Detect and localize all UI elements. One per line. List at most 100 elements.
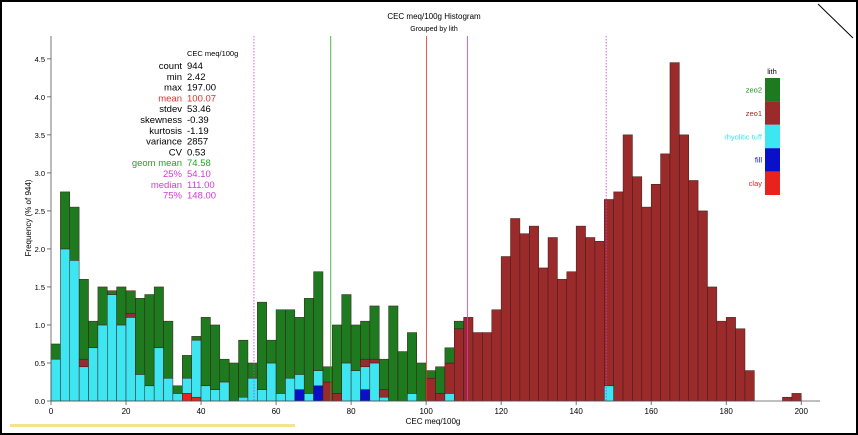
bar-zeo2-36 xyxy=(388,305,399,402)
x-tick-label-40: 40 xyxy=(197,407,206,416)
stat-value-stdev: 53.46 xyxy=(187,104,211,115)
stat-value-variance: 2857 xyxy=(187,137,208,148)
bar-zeo1-46 xyxy=(482,332,493,402)
stat-value-min: 2.42 xyxy=(187,72,206,83)
bar-rhyolitic-tuff-24 xyxy=(275,393,286,402)
x-tick-label-100: 100 xyxy=(419,407,433,416)
legend-label-fill: fill xyxy=(755,156,762,165)
bar-zeo2-5 xyxy=(97,286,108,326)
x-tick-label-80: 80 xyxy=(347,407,356,416)
bar-zeo2-15 xyxy=(191,336,202,341)
legend-label-zeo2: zeo2 xyxy=(746,86,762,95)
stat-label-variance: variance xyxy=(146,137,182,148)
x-tick-label-0: 0 xyxy=(49,407,54,416)
bar-zeo1-52 xyxy=(538,267,549,402)
y-tick-label-4.5: 4.5 xyxy=(35,55,45,64)
bar-fill-28 xyxy=(313,385,324,402)
bar-rhyolitic-tuff-33 xyxy=(360,366,371,390)
stat-value-kurtosis: -1.19 xyxy=(187,126,209,137)
bar-rhyolitic-tuff-8 xyxy=(125,317,136,402)
legend-label-rhyolitic-tuff: rhyolitic tuff xyxy=(724,132,763,141)
bar-rhyolitic-tuff-38 xyxy=(407,393,417,402)
bar-zeo2-40 xyxy=(425,370,436,379)
legend-swatch-zeo2 xyxy=(765,78,780,102)
x-tick-label-180: 180 xyxy=(720,407,734,416)
bar-rhyolitic-tuff-12 xyxy=(163,377,174,402)
bar-zeo1-58 xyxy=(594,241,605,402)
bar-zeo1-72 xyxy=(725,317,736,402)
bar-rhyolitic-tuff-32 xyxy=(350,370,361,402)
x-tick-label-200: 200 xyxy=(795,407,809,416)
legend-label-clay: clay xyxy=(749,179,763,188)
bar-rhyolitic-tuff-35 xyxy=(378,396,389,402)
stat-label-75: 75% xyxy=(163,191,183,202)
bar-zeo1-79 xyxy=(791,393,802,402)
bar-zeo2-17 xyxy=(210,324,221,390)
bar-zeo2-7 xyxy=(116,286,127,326)
bar-rhyolitic-tuff-23 xyxy=(266,362,277,402)
bar-zeo2-3 xyxy=(78,279,89,360)
stat-value-count: 944 xyxy=(187,61,203,72)
bar-zeo2-11 xyxy=(153,286,164,349)
bar-zeo1-62 xyxy=(632,176,643,402)
bar-zeo1-33 xyxy=(360,358,371,368)
y-tick-label-0.5: 0.5 xyxy=(35,359,45,368)
bar-zeo1-40 xyxy=(425,377,436,402)
bar-zeo2-35 xyxy=(378,358,389,390)
bar-rhyolitic-tuff-28 xyxy=(313,370,324,387)
bar-zeo2-27 xyxy=(303,298,314,394)
bar-rhyolitic-tuff-0 xyxy=(50,358,61,402)
stat-value-skewness: -0.39 xyxy=(187,115,209,126)
y-tick-label-4: 4.0 xyxy=(35,93,45,102)
bar-zeo2-16 xyxy=(200,317,211,387)
bar-zeo1-49 xyxy=(510,218,521,402)
bar-zeo1-54 xyxy=(557,279,568,402)
bar-zeo1-48 xyxy=(500,256,511,402)
bar-zeo2-1 xyxy=(60,191,71,250)
bar-zeo1-34 xyxy=(369,358,380,364)
stat-label-25: 25% xyxy=(163,169,183,180)
bar-zeo1-68 xyxy=(688,180,699,402)
bar-zeo2-0 xyxy=(50,343,61,360)
bar-zeo2-13 xyxy=(172,385,183,394)
bar-zeo1-65 xyxy=(660,153,671,402)
bar-zeo2-39 xyxy=(416,362,427,402)
bar-rhyolitic-tuff-7 xyxy=(116,324,127,402)
bar-clay-15 xyxy=(191,396,202,402)
bar-rhyolitic-tuff-31 xyxy=(341,362,352,402)
stat-label-geom-mean: geom mean xyxy=(132,158,182,169)
stat-label-CV: CV xyxy=(169,147,183,158)
statistic-lines xyxy=(253,36,607,401)
bar-zeo2-33 xyxy=(360,320,371,360)
bar-zeo1-71 xyxy=(716,320,727,402)
corner-resize-handle[interactable] xyxy=(817,3,854,39)
bar-zeo2-42 xyxy=(444,347,455,364)
stat-value-median: 111.00 xyxy=(187,180,215,191)
bar-zeo1-63 xyxy=(641,206,652,402)
bar-rhyolitic-tuff-25 xyxy=(285,377,296,402)
bar-zeo1-47 xyxy=(491,309,502,402)
legend: lith zeo2 zeo1 rhyolitic tuff fill clay xyxy=(724,67,780,195)
bar-zeo1-78 xyxy=(782,396,793,402)
bar-zeo1-43 xyxy=(454,328,464,402)
bar-zeo2-37 xyxy=(397,351,408,402)
bar-rhyolitic-tuff-27 xyxy=(303,393,314,402)
bar-zeo2-30 xyxy=(332,324,342,394)
horizontal-scrollbar[interactable] xyxy=(10,424,295,427)
bar-zeo2-10 xyxy=(144,294,155,387)
bar-zeo2-21 xyxy=(247,362,258,379)
bar-rhyolitic-tuff-42 xyxy=(444,393,455,402)
stat-label-skewness: skewness xyxy=(140,115,182,126)
bar-zeo2-31 xyxy=(341,294,352,364)
bar-rhyolitic-tuff-16 xyxy=(200,385,211,402)
bar-clay-14 xyxy=(182,393,192,402)
bar-rhyolitic-tuff-18 xyxy=(219,381,230,402)
bar-zeo1-53 xyxy=(547,237,558,402)
stat-label-min: min xyxy=(167,72,182,83)
bar-zeo2-25 xyxy=(285,309,296,379)
x-tick-label-160: 160 xyxy=(645,407,659,416)
stat-label-median: median xyxy=(151,180,182,191)
bar-zeo1-3 xyxy=(78,358,89,368)
bar-rhyolitic-tuff-26 xyxy=(294,374,305,390)
